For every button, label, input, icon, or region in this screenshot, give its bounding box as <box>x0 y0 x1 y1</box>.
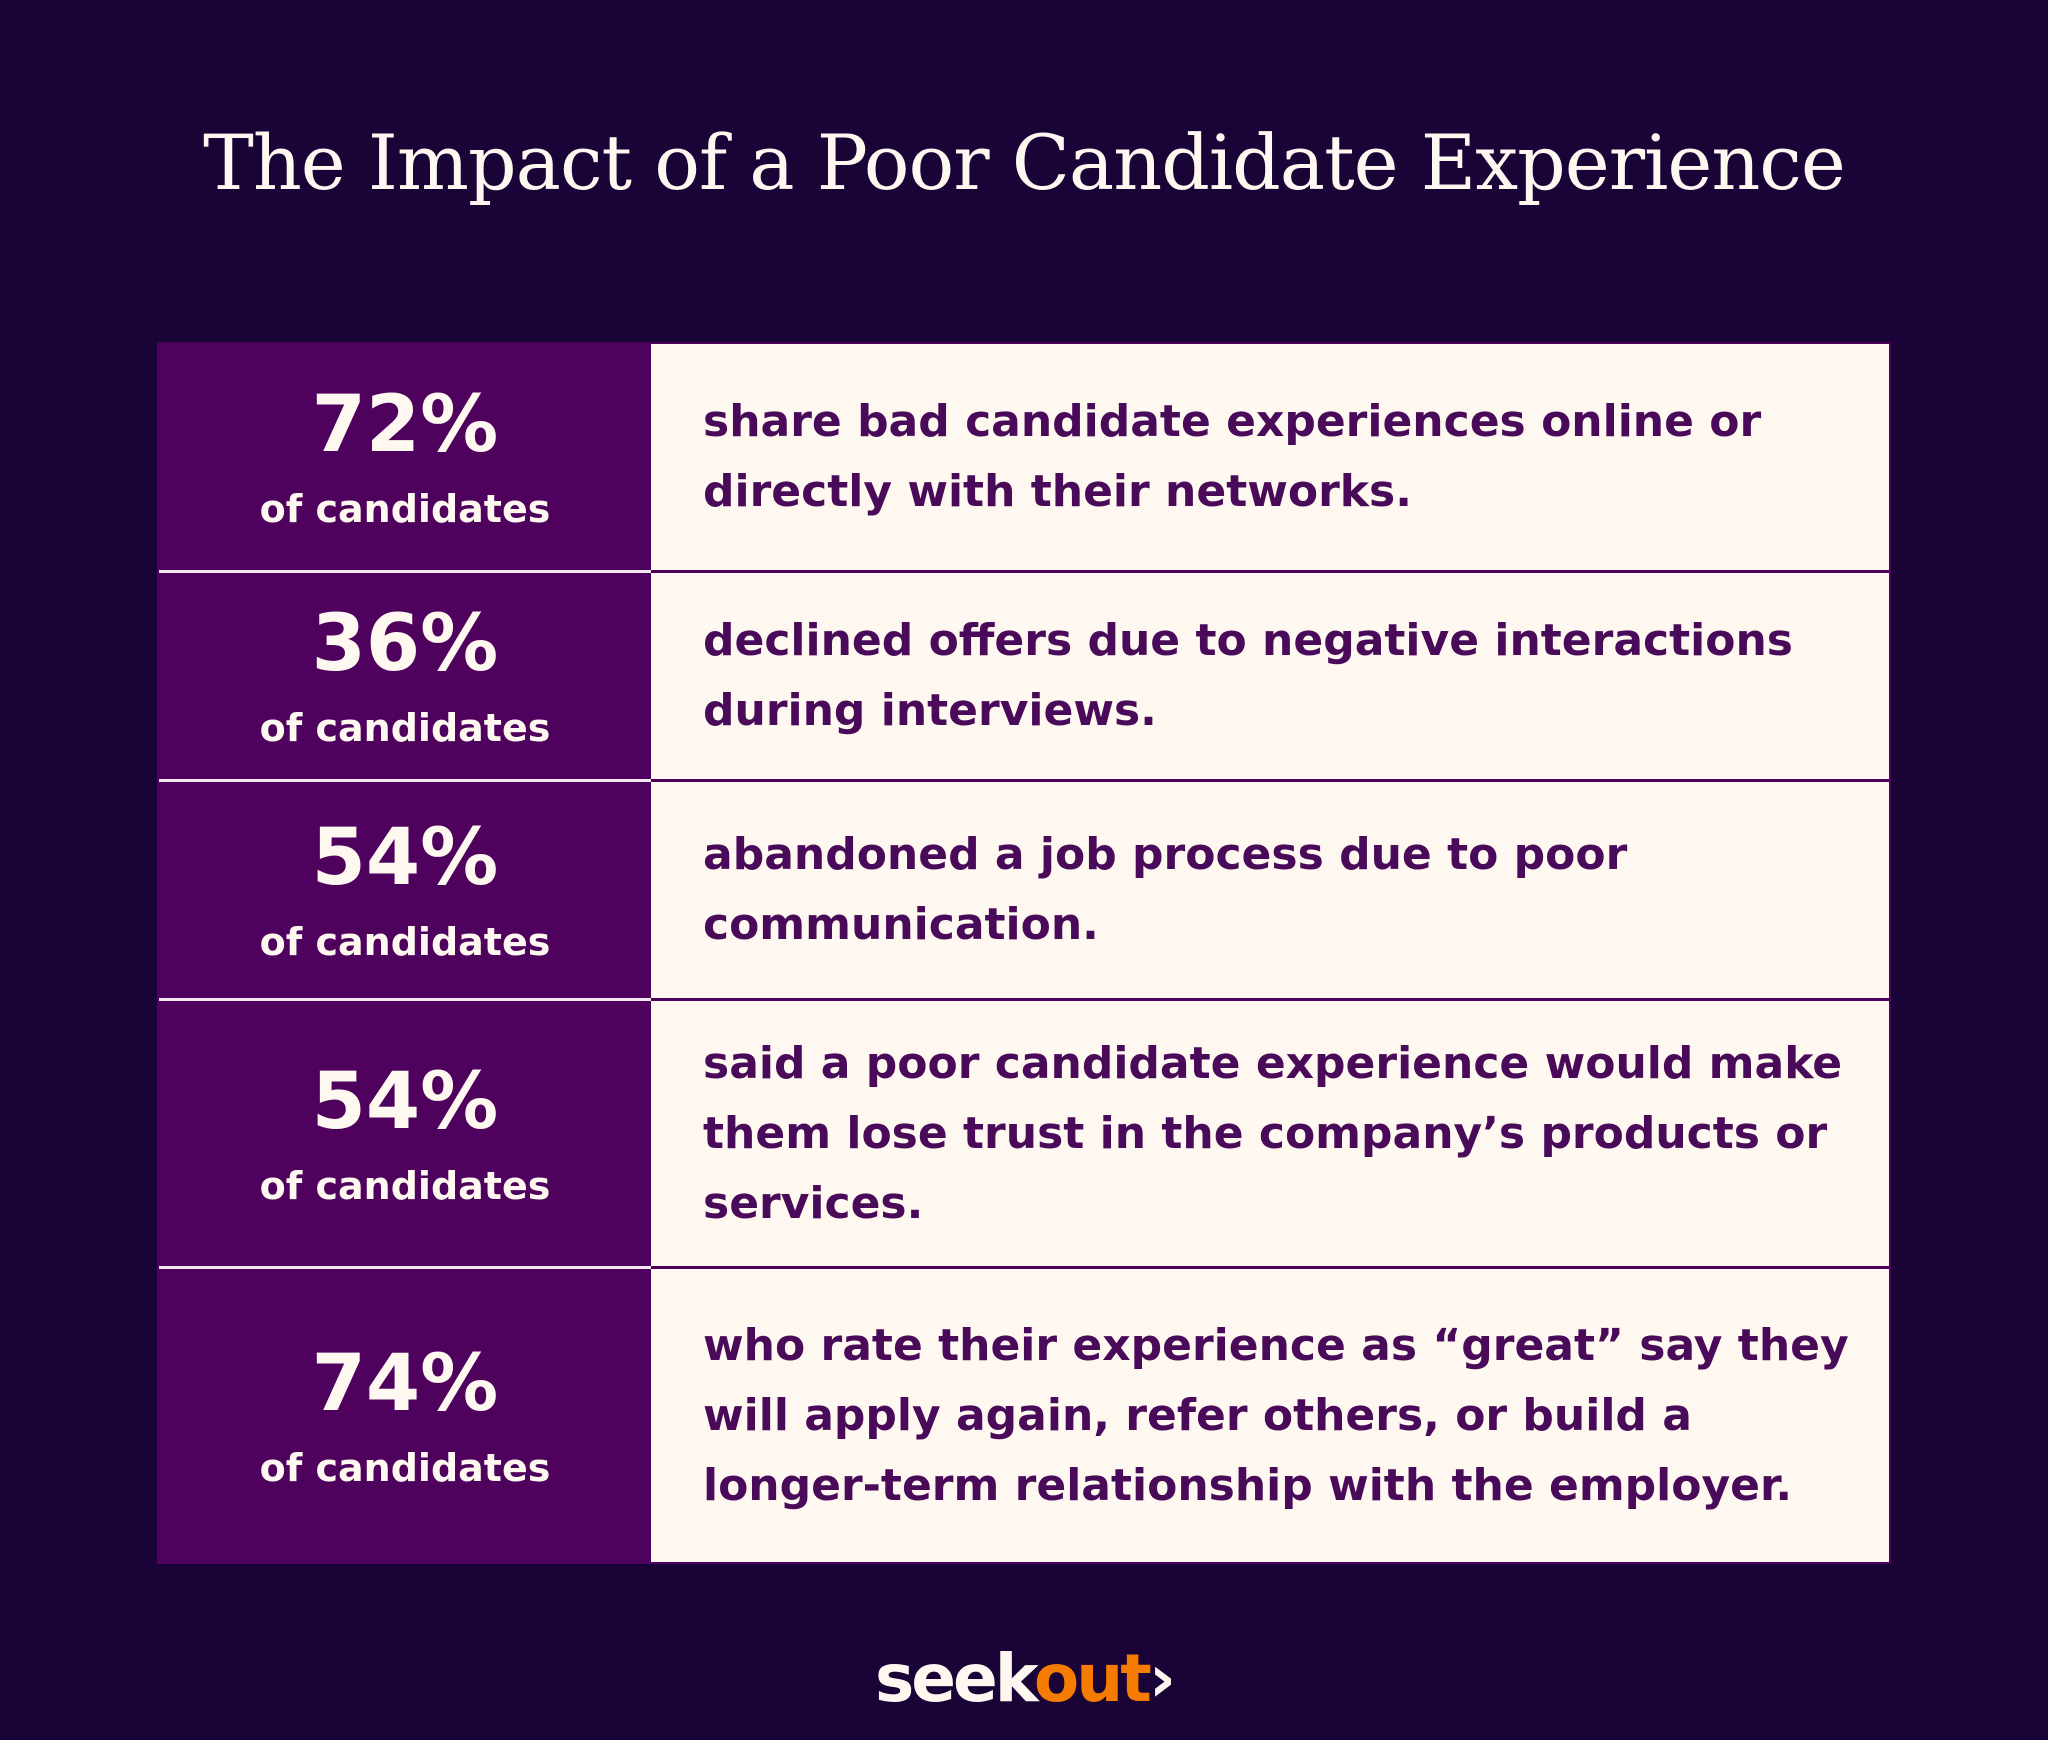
stat-percent: 54% <box>311 1056 499 1147</box>
table-row: 74% of candidates who rate their experien… <box>159 1266 1889 1562</box>
table-row: 54% of candidates abandoned a job process… <box>159 779 1889 998</box>
table-row: 72% of candidates share bad candidate exp… <box>159 344 1889 570</box>
stats-table: 72% of candidates share bad candidate exp… <box>157 342 1891 1564</box>
stat-subject: of candidates <box>259 920 551 964</box>
page-title: The Impact of a Poor Candidate Experienc… <box>203 118 1846 207</box>
stat-cell: 36% of candidates <box>159 570 651 779</box>
stat-description: share bad candidate experiences online o… <box>651 344 1889 570</box>
stat-subject: of candidates <box>259 1163 551 1208</box>
stat-percent: 54% <box>311 813 499 903</box>
chevron-right-icon: › <box>1148 1640 1176 1717</box>
stat-cell: 72% of candidates <box>159 344 651 570</box>
stat-subject: of candidates <box>259 706 551 750</box>
seekout-logo: seekout› <box>0 1640 2048 1717</box>
table-row: 54% of candidates said a poor candidate e… <box>159 998 1889 1266</box>
stat-percent: 36% <box>311 599 499 689</box>
stat-description: who rate their experience as “great” say… <box>651 1266 1889 1562</box>
logo-part-seek: seek <box>874 1640 1037 1717</box>
stat-subject: of candidates <box>259 487 551 531</box>
table-row: 36% of candidates declined offers due to … <box>159 570 1889 779</box>
stat-cell: 54% of candidates <box>159 998 651 1266</box>
stat-subject: of candidates <box>259 1445 551 1490</box>
stat-description: said a poor candidate experience would m… <box>651 998 1889 1266</box>
stat-description: declined offers due to negative interact… <box>651 570 1889 779</box>
stat-percent: 74% <box>311 1338 499 1429</box>
stat-cell: 74% of candidates <box>159 1266 651 1562</box>
stat-cell: 54% of candidates <box>159 779 651 998</box>
logo-part-out: out <box>1033 1640 1152 1717</box>
stat-description: abandoned a job process due to poor comm… <box>651 779 1889 998</box>
stat-percent: 72% <box>311 380 499 470</box>
